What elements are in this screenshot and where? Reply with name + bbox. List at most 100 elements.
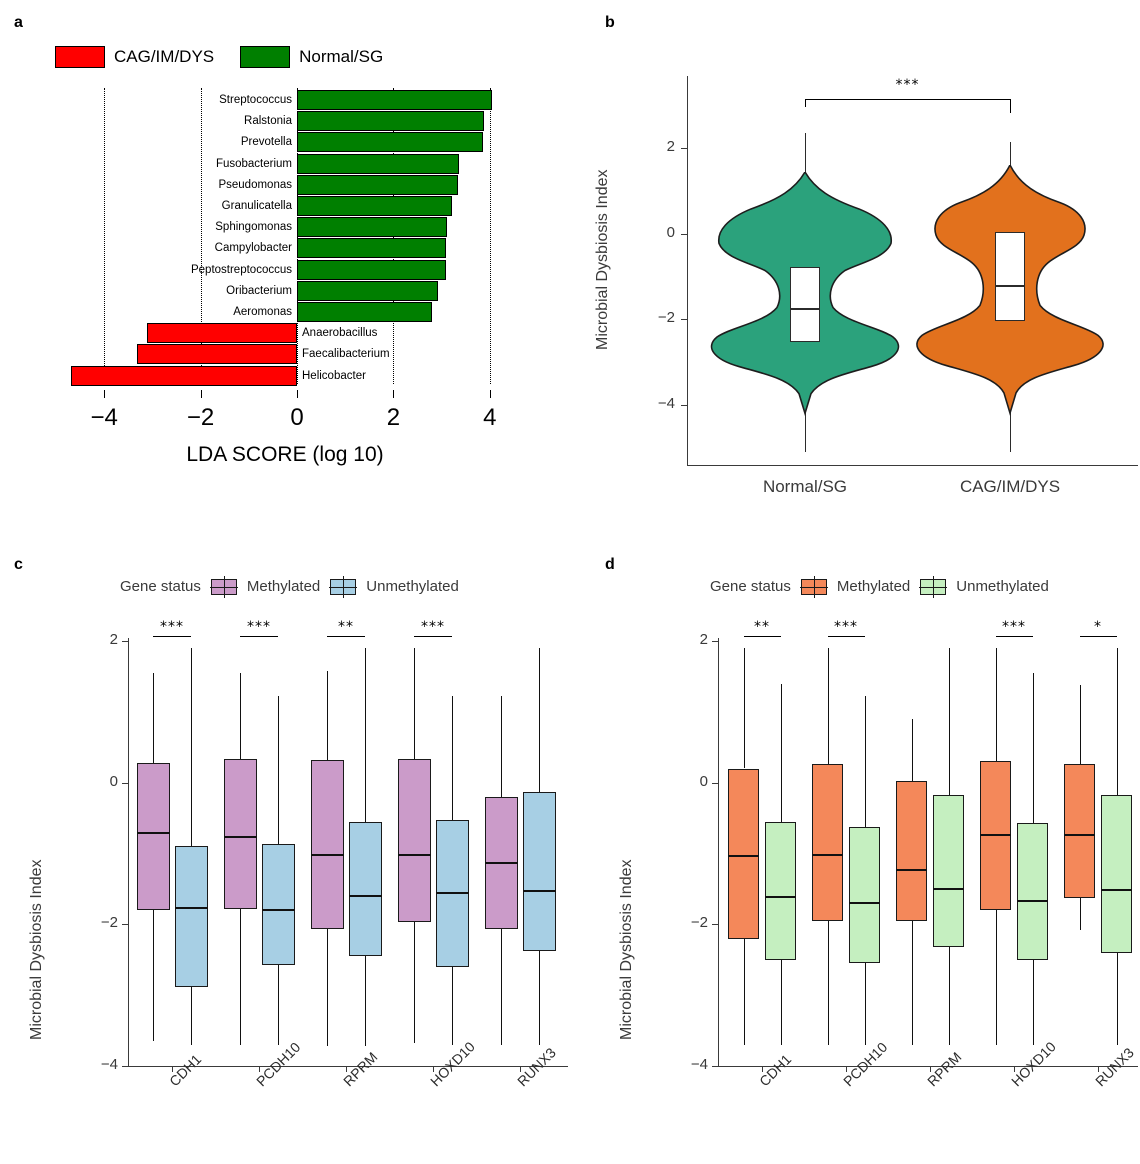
bar-label-pseudomonas: Pseudomonas [218, 178, 292, 191]
violin-median-1 [995, 285, 1025, 288]
bar-label-oribacterium: Oribacterium [226, 284, 292, 297]
y-tick-label--4: −4 [690, 1056, 708, 1073]
whisker-upper [414, 648, 415, 760]
bar-label-aeromonas: Aeromonas [233, 306, 292, 318]
box-cdh1-methylated [728, 768, 759, 939]
violin-box-0 [790, 266, 820, 342]
x-tick--4 [104, 390, 106, 398]
whisker-lower [948, 947, 950, 1045]
bar-row: Granulicatella [0, 196, 570, 216]
whisker-upper [240, 672, 241, 760]
median-hoxd10-methylated [980, 834, 1011, 837]
x-tick-label-0: 0 [290, 404, 304, 431]
x-tick-label-normal-sg: Normal/SG [762, 477, 848, 496]
y-tick--4 [681, 405, 687, 406]
whisker-upper [278, 696, 279, 845]
violin-box-1 [995, 231, 1025, 322]
bar-row: Ralstonia [0, 111, 570, 132]
bar-row: Fusobacterium [0, 153, 570, 174]
bar-fusobacterium [297, 153, 460, 174]
legend-swatch-cag [55, 46, 105, 68]
median-runx3-unmethylated [522, 890, 556, 893]
bar-row: Pseudomonas [0, 174, 570, 195]
panel-a-label: a [14, 14, 23, 31]
box-rprm-methylated [896, 781, 927, 921]
x-tick-cdh1 [762, 1066, 763, 1072]
median-runx3-unmethylated [1101, 888, 1132, 891]
whisker-lower [452, 966, 453, 1045]
legend-label-methylated: Methylated [246, 578, 321, 595]
x-tick-pcdh10 [259, 1066, 260, 1072]
box-hoxd10-unmethylated [1017, 823, 1048, 960]
bar-oribacterium [297, 280, 438, 301]
x-tick-label-pcdh10: PCDH10 [253, 1038, 304, 1090]
y-tick-label-0: 0 [666, 223, 675, 241]
significance-label: *** [895, 77, 920, 93]
significance-label-runx3: * [1094, 619, 1102, 635]
y-tick-label-2: 2 [699, 631, 708, 648]
whisker-upper [864, 696, 866, 827]
x-tick-pcdh10 [846, 1066, 847, 1072]
panel-b: b 2 0 −2 −4 Normal/SG CAG/IM/DYS *** Microbial… [570, 0, 1140, 520]
significance-label-rprm: ** [338, 619, 354, 635]
x-tick-rprm [930, 1066, 931, 1072]
whisker-upper [743, 648, 745, 769]
whisker-lower [911, 920, 913, 1045]
median-rprm-methylated [896, 869, 927, 872]
significance-bracket-hoxd10 [995, 636, 1033, 637]
legend-item-normal: Normal/SG [240, 46, 383, 68]
whisker-lower [153, 910, 154, 1042]
median-hoxd10-methylated [397, 853, 431, 856]
whisker-lower [278, 964, 279, 1045]
whisker-lower [864, 963, 866, 1045]
whisker-upper [365, 648, 366, 822]
violin-median-0 [790, 308, 820, 311]
y-tick-0 [712, 782, 718, 784]
panel-c-label: c [14, 556, 23, 573]
significance-bracket-tick-right [1010, 99, 1011, 113]
box-pcdh10-methylated [223, 759, 257, 909]
whisker-upper [452, 696, 453, 820]
median-rprm-unmethylated [348, 894, 382, 897]
y-tick--4 [712, 1066, 718, 1067]
y-tick--2 [681, 319, 687, 321]
bar-pseudomonas [297, 174, 459, 195]
legend-label-normal: Normal/SG [299, 47, 384, 66]
significance-label-hoxd10: *** [421, 619, 445, 635]
y-tick-label--2: −2 [100, 914, 118, 932]
median-pcdh10-unmethylated [261, 908, 295, 911]
bar-anaerobacillus [146, 323, 297, 344]
bar-row: Faecalibacterium [0, 344, 570, 365]
legend-label-unmethylated: Unmethylated [956, 578, 1049, 595]
median-pcdh10-methylated [223, 835, 257, 838]
significance-bracket-runx3 [1079, 636, 1117, 637]
y-tick-2 [712, 641, 718, 642]
bar-granulicatella [297, 196, 453, 216]
panel-b-y-axis-title: Microbial Dysbiosis Index [594, 169, 611, 350]
bar-row: Helicobacter [0, 365, 570, 386]
panel-b-label: b [605, 14, 615, 31]
bar-label-prevotella: Prevotella [240, 136, 292, 149]
whisker-upper [1032, 672, 1034, 824]
median-rprm-methylated [310, 853, 344, 856]
y-tick--2 [122, 924, 128, 926]
bar-sphingomonas [297, 217, 448, 238]
whisker-upper [539, 648, 540, 792]
panel-b-y-axis [687, 76, 688, 465]
significance-bracket-cdh1 [153, 636, 191, 637]
significance-bracket-pcdh10 [827, 636, 865, 637]
x-tick-hoxd10 [433, 1066, 434, 1072]
whisker-upper [1116, 648, 1118, 795]
box-rprm-unmethylated [933, 795, 964, 947]
box-rprm-methylated [310, 760, 344, 930]
significance-bracket-tick-left [805, 99, 806, 107]
panel-a-plot-area: Streptococcus Ralstonia Prevotella Fusobact… [0, 88, 570, 388]
bar-row: Sphingomonas [0, 217, 570, 238]
box-pcdh10-unmethylated [849, 826, 880, 964]
y-tick-label--2: −2 [690, 914, 708, 932]
x-tick-hoxd10 [1014, 1066, 1015, 1072]
significance-label-cdh1: *** [160, 619, 184, 635]
whisker-lower [365, 956, 366, 1047]
bar-label-granulicatella: Granulicatella [221, 200, 292, 212]
